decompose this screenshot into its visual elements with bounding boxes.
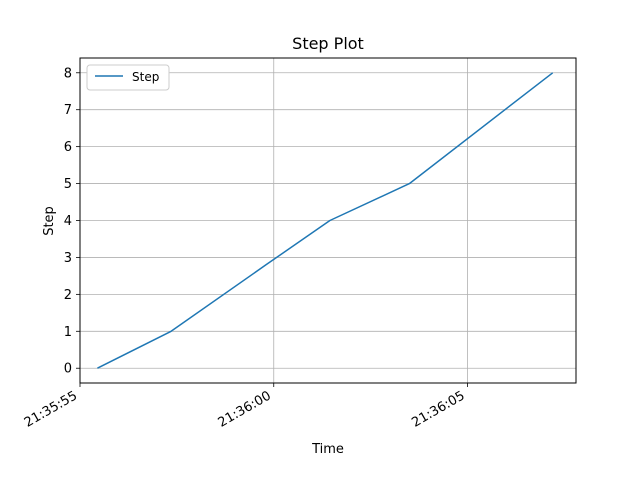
grid	[79, 58, 576, 383]
y-tick-label: 6	[64, 140, 72, 155]
series-line-step	[97, 72, 554, 369]
y-tick-label: 8	[64, 66, 72, 81]
series-layer	[97, 72, 554, 369]
y-tick-label: 7	[64, 103, 72, 118]
y-tick-label: 2	[64, 288, 72, 303]
x-axis-label: Time	[311, 442, 344, 457]
y-tick-label: 3	[64, 251, 72, 266]
y-tick-label: 4	[64, 214, 72, 229]
legend-label-step: Step	[132, 70, 159, 84]
chart-title: Step Plot	[292, 34, 364, 53]
legend-box	[86, 64, 170, 91]
y-tick-label: 5	[64, 177, 72, 192]
y-axis-label: Step	[42, 206, 57, 236]
legend: Step	[86, 64, 170, 91]
y-tick-label: 1	[64, 325, 72, 340]
y-tick-label: 0	[64, 362, 72, 377]
